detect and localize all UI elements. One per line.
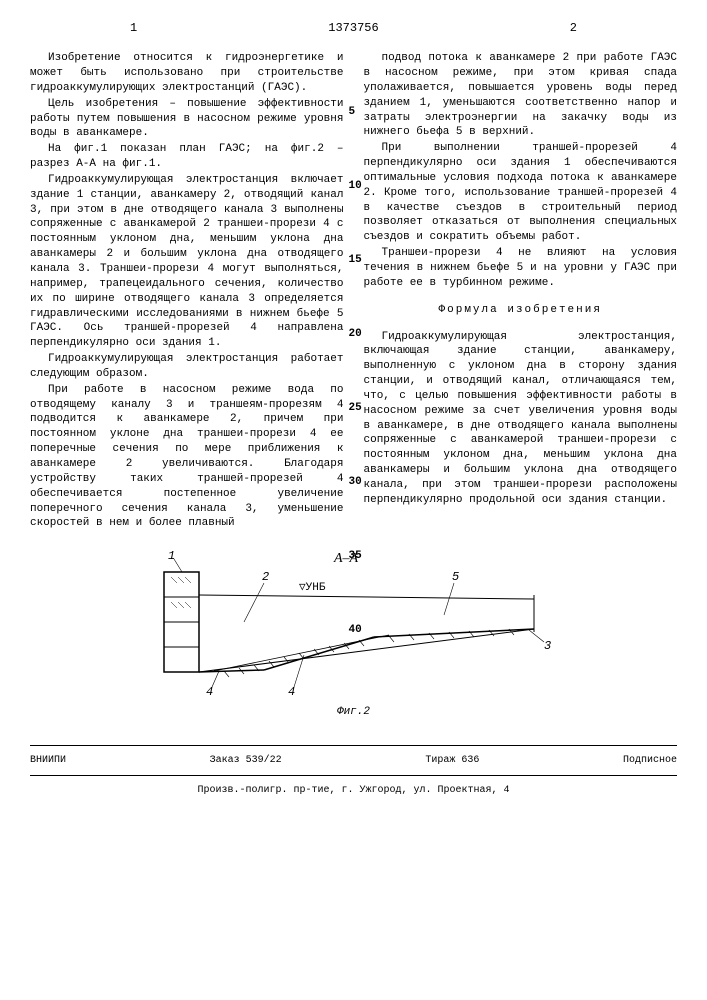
- footer-tirage: Тираж 636: [425, 754, 479, 768]
- footer-bar: ВНИИПИ Заказ 539/22 Тираж 636 Подписное: [30, 745, 677, 777]
- column-left: Изобретение относится к гидроэнергетике …: [30, 51, 344, 532]
- paragraph: Цель изобретения – повышение эффективнос…: [30, 97, 344, 142]
- label-3: 3: [544, 639, 551, 653]
- line-marker: 25: [349, 401, 362, 416]
- label-4b: 4: [206, 685, 213, 697]
- footer-order: Заказ 539/22: [210, 754, 282, 768]
- formula-title: Формула изобретения: [364, 303, 678, 318]
- label-1: 1: [168, 549, 175, 563]
- label-5: 5: [452, 570, 459, 584]
- paragraph: При выполнении траншей-прорезей 4 перпен…: [364, 141, 678, 245]
- paragraph: Гидроаккумулирующая электростанция работ…: [30, 352, 344, 382]
- page-num-left: 1: [130, 20, 137, 36]
- column-right: 5 10 15 20 25 30 35 40 подвод потока к а…: [364, 51, 678, 532]
- water-level-label: ▽УНБ: [299, 582, 326, 594]
- two-column-text: Изобретение относится к гидроэнергетике …: [30, 51, 677, 532]
- line-marker: 30: [349, 475, 362, 490]
- footer-subscription: Подписное: [623, 754, 677, 768]
- paragraph: Гидроаккумулирующая электростанция включ…: [30, 173, 344, 351]
- label-2: 2: [262, 570, 269, 584]
- line-marker: 20: [349, 327, 362, 342]
- label-4: 4: [288, 685, 295, 697]
- figure-caption: Фиг.2: [30, 705, 677, 720]
- paragraph: При работе в насосном режиме вода по отв…: [30, 383, 344, 531]
- line-marker: 15: [349, 253, 362, 268]
- footer-org: ВНИИПИ: [30, 754, 66, 768]
- header: 1 1373756 2: [30, 20, 677, 36]
- page-num-right: 2: [570, 20, 577, 36]
- line-marker: 40: [349, 623, 362, 638]
- formula-text: Гидроаккумулирующая электростанция, вклю…: [364, 330, 678, 508]
- line-marker: 35: [349, 549, 362, 564]
- paragraph: Изобретение относится к гидроэнергетике …: [30, 51, 344, 96]
- paragraph: Траншеи-прорези 4 не влияют на условия т…: [364, 246, 678, 291]
- line-marker: 10: [349, 179, 362, 194]
- paragraph: подвод потока к аванкамере 2 при работе …: [364, 51, 678, 140]
- paragraph: На фиг.1 показан план ГАЭС; на фиг.2 – р…: [30, 142, 344, 172]
- patent-number: 1373756: [328, 21, 378, 35]
- line-marker: 5: [349, 105, 356, 120]
- cross-section-diagram: А–А ▽УНБ: [144, 547, 564, 697]
- footer-address: Произв.-полигр. пр-тие, г. Ужгород, ул. …: [30, 784, 677, 798]
